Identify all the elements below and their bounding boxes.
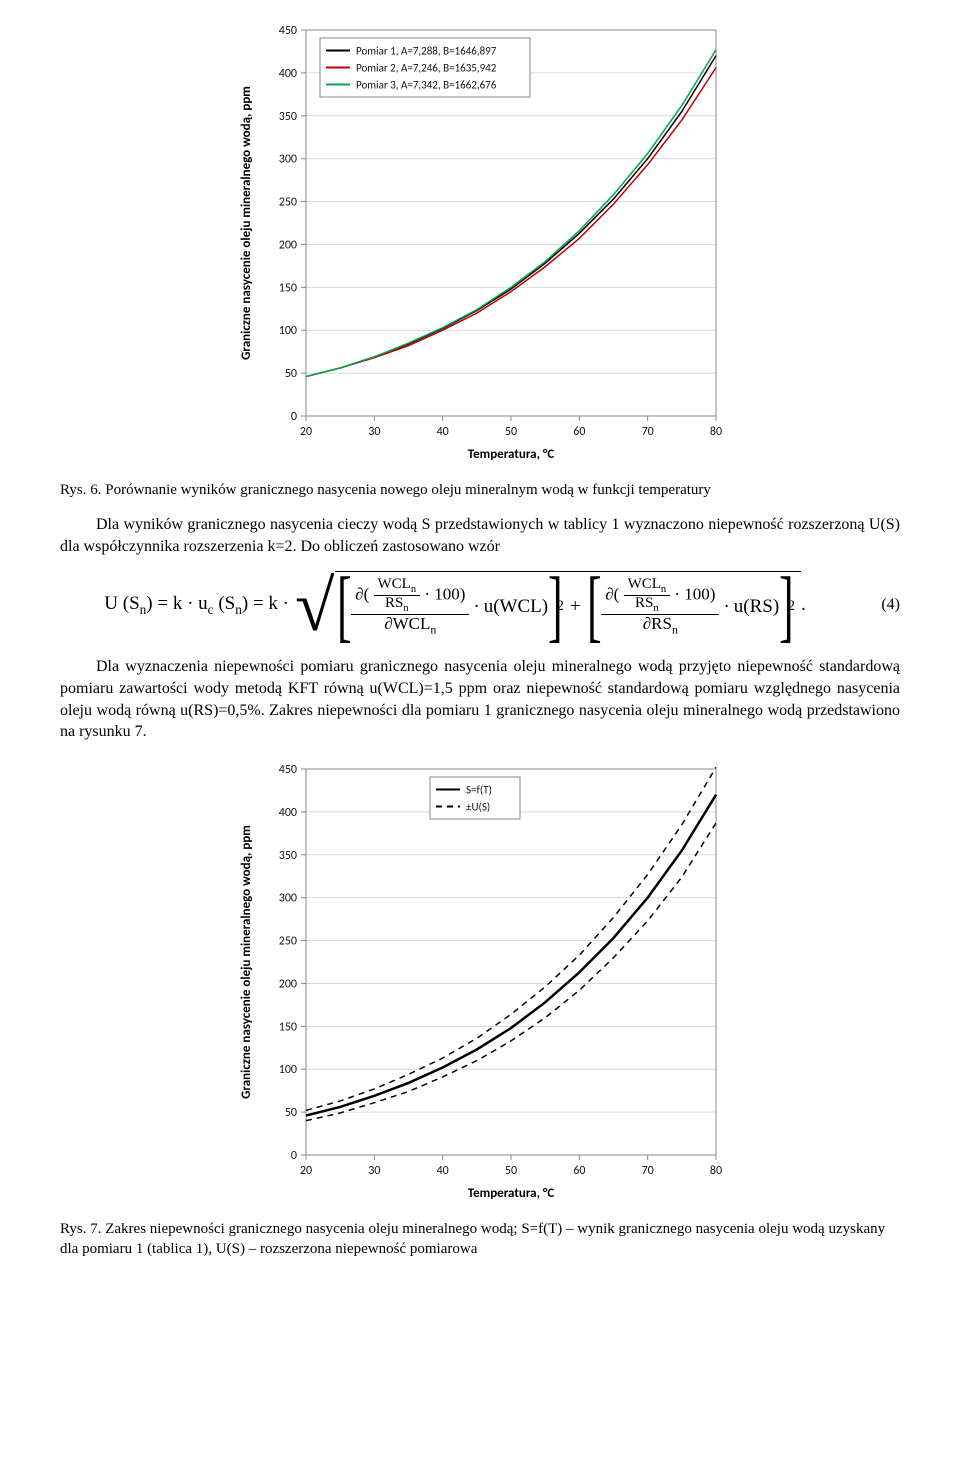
svg-text:250: 250 <box>279 196 297 210</box>
eq-lhs-d: ) = k · <box>242 593 289 614</box>
svg-text:Temperatura, °C: Temperatura, °C <box>468 1186 555 1201</box>
svg-text:40: 40 <box>437 425 449 439</box>
eq-period: . <box>801 592 806 618</box>
paragraph-1: Dla wyników granicznego nasycenia cieczy… <box>60 514 900 557</box>
svg-text:80: 80 <box>710 1164 722 1178</box>
equation-number: (4) <box>850 594 900 616</box>
equation-4-body: U (Sn) = k · uc (Sn) = k · √ [ ∂( WCLn <box>60 571 850 638</box>
svg-text:250: 250 <box>279 934 297 948</box>
eq-frac-2: ∂( WCLn RSn · 100) ∂RSn <box>601 577 719 636</box>
svg-text:70: 70 <box>642 425 654 439</box>
svg-text:Graniczne nasycenie oleju mine: Graniczne nasycenie oleju mineralnego wo… <box>239 86 254 360</box>
svg-text:50: 50 <box>505 425 517 439</box>
eq-uwcl: u(WCL) <box>484 594 548 620</box>
eq-bracket-1: [ ∂( WCLn RSn · 100) <box>337 576 563 636</box>
eq-partial-1b: ∂ <box>384 614 392 633</box>
radical: √ [ ∂( WCLn RSn · 100) <box>295 571 801 638</box>
chart1-container: 0 50 100 150 200 250 300 350 400 450 20 30 40 50 60 70 8… <box>60 16 900 466</box>
svg-text:±U(S): ±U(S) <box>466 800 490 813</box>
svg-text:70: 70 <box>642 1164 654 1178</box>
svg-text:300: 300 <box>279 153 297 167</box>
svg-text:150: 150 <box>279 1020 297 1034</box>
eq-partial-1a: ∂ <box>355 584 363 603</box>
svg-text:200: 200 <box>279 977 297 991</box>
svg-text:450: 450 <box>279 763 297 777</box>
eq-plus: + <box>570 594 581 620</box>
svg-text:60: 60 <box>573 425 585 439</box>
svg-text:Pomiar 3, A=7,342, B=1662,676: Pomiar 3, A=7,342, B=1662,676 <box>356 79 497 92</box>
eq-urs: u(RS) <box>734 594 779 620</box>
svg-text:300: 300 <box>279 891 297 905</box>
svg-text:100: 100 <box>279 324 297 338</box>
svg-text:350: 350 <box>279 110 297 124</box>
svg-text:60: 60 <box>573 1164 585 1178</box>
eq-partial-2b: ∂ <box>643 614 651 633</box>
svg-text:50: 50 <box>285 1106 297 1120</box>
svg-text:Graniczne nasycenie oleju mine: Graniczne nasycenie oleju mineralnego wo… <box>239 825 254 1099</box>
svg-text:150: 150 <box>279 281 297 295</box>
eq-lhs-sub3: n <box>235 602 242 617</box>
svg-text:30: 30 <box>368 425 380 439</box>
chart1-svg: 0 50 100 150 200 250 300 350 400 450 20 30 40 50 60 70 8… <box>230 16 730 466</box>
eq-bracket-2: [ ∂( WCLn RSn · 100) <box>587 576 794 636</box>
svg-text:400: 400 <box>279 806 297 820</box>
svg-text:50: 50 <box>505 1164 517 1178</box>
svg-text:200: 200 <box>279 238 297 252</box>
eq-lhs-c: (S <box>214 593 236 614</box>
caption-fig6: Rys. 6. Porównanie wyników granicznego n… <box>60 480 900 500</box>
svg-text:0: 0 <box>291 410 297 424</box>
chart2-container: 0 50 100 150 200 250 300 350 400 450 20 30 40 50 60 70 8… <box>60 755 900 1205</box>
chart2-svg: 0 50 100 150 200 250 300 350 400 450 20 30 40 50 60 70 8… <box>230 755 730 1205</box>
paragraph-2: Dla wyznaczenia niepewności pomiaru gran… <box>60 656 900 742</box>
eq-lhs-a: U (S <box>104 593 139 614</box>
svg-text:400: 400 <box>279 67 297 81</box>
caption-fig7: Rys. 7. Zakres niepewności granicznego n… <box>60 1219 900 1260</box>
svg-text:S=f(T): S=f(T) <box>466 783 492 796</box>
svg-text:0: 0 <box>291 1149 297 1163</box>
svg-text:30: 30 <box>368 1164 380 1178</box>
svg-text:Pomiar 2, A=7,246, B=1635,942: Pomiar 2, A=7,246, B=1635,942 <box>356 62 497 75</box>
svg-text:450: 450 <box>279 24 297 38</box>
eq-partial-2a: ∂ <box>605 584 613 603</box>
surd-symbol: √ <box>295 579 335 646</box>
svg-text:100: 100 <box>279 1063 297 1077</box>
svg-text:20: 20 <box>300 1164 312 1178</box>
svg-text:350: 350 <box>279 849 297 863</box>
eq-lhs-b: ) = k · u <box>146 593 207 614</box>
svg-text:20: 20 <box>300 425 312 439</box>
svg-text:Pomiar 1, A=7,288, B=1646,897: Pomiar 1, A=7,288, B=1646,897 <box>356 45 497 58</box>
svg-text:40: 40 <box>437 1164 449 1178</box>
svg-text:80: 80 <box>710 425 722 439</box>
svg-text:50: 50 <box>285 367 297 381</box>
equation-4-row: U (Sn) = k · uc (Sn) = k · √ [ ∂( WCLn <box>60 571 900 638</box>
eq-frac-1: ∂( WCLn RSn · 100) ∂WCLn <box>351 577 469 636</box>
svg-text:Temperatura, °C: Temperatura, °C <box>468 447 555 462</box>
